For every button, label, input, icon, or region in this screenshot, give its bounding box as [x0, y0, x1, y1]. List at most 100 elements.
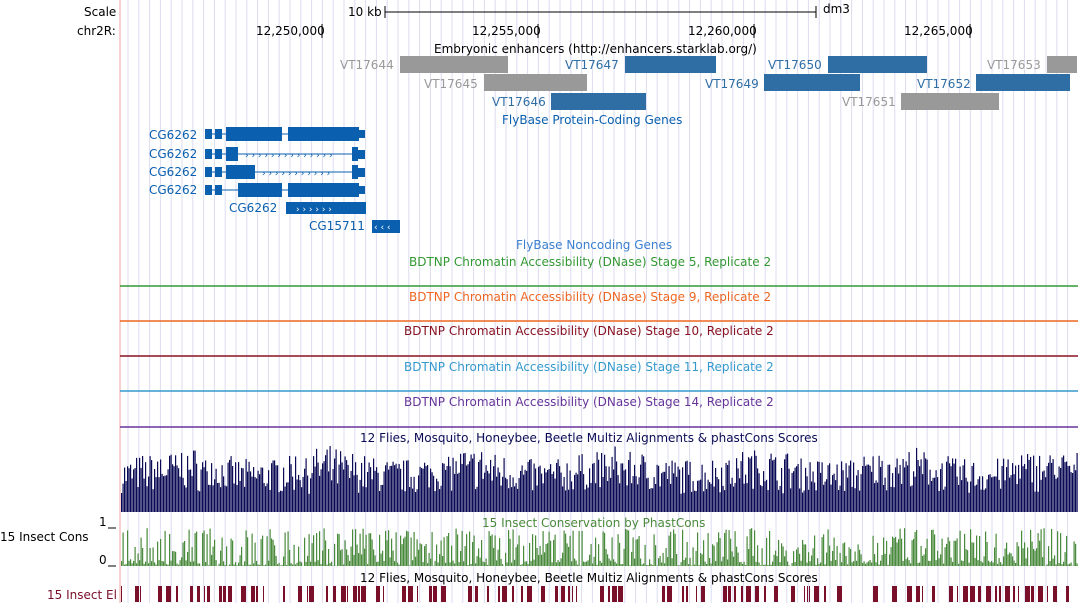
gene-model[interactable]: › › › › › ›: [286, 202, 366, 215]
enhancer-label[interactable]: VT17644: [340, 58, 394, 72]
multiz-bar: [1048, 462, 1050, 512]
track-title-dnase-stage10[interactable]: BDTNP Chromatin Accessibility (DNase) St…: [404, 324, 774, 338]
phastcons-bar: [850, 549, 852, 566]
multiz-bar: [461, 464, 463, 512]
track-title-enhancers[interactable]: Embryonic enhancers (http://enhancers.st…: [434, 42, 757, 56]
phastcons-bar: [473, 535, 475, 566]
phastcons-bar: [737, 552, 739, 566]
enhancer-label[interactable]: VT17645: [424, 77, 478, 91]
phastcons-bar: [223, 561, 225, 566]
track-title-elements[interactable]: 12 Flies, Mosquito, Honeybee, Beetle Mul…: [360, 571, 818, 585]
gene-label[interactable]: CG6262: [149, 165, 198, 179]
multiz-bar: [1066, 461, 1068, 512]
phastcons-bar: [323, 528, 325, 566]
phastcons-bar: [815, 564, 817, 566]
gene-label[interactable]: CG6262: [229, 201, 278, 215]
enhancer-label[interactable]: VT17652: [917, 77, 971, 91]
enhancer-feature[interactable]: [828, 56, 927, 73]
phastcons-bar: [494, 535, 496, 566]
multiz-bar: [647, 477, 649, 512]
phastcons-bar: [604, 532, 606, 566]
multiz-bar: [334, 458, 336, 512]
conserved-element: [572, 586, 573, 602]
gene-label[interactable]: CG6262: [149, 128, 198, 142]
phastcons-bar: [353, 554, 355, 566]
phastcons-bar: [923, 554, 925, 566]
enhancer-feature[interactable]: [764, 74, 860, 91]
multiz-bar: [680, 493, 682, 512]
multiz-bar: [139, 457, 141, 512]
enhancer-feature[interactable]: [625, 56, 716, 73]
phastcons-bar: [245, 530, 247, 566]
enhancer-label[interactable]: VT17650: [768, 58, 822, 72]
phastcons-bar: [832, 551, 834, 566]
phastcons-bar: [967, 550, 969, 566]
phastcons-bar: [454, 563, 456, 566]
gene-model[interactable]: › › › › › › › › › › ›: [205, 165, 365, 179]
enhancer-label[interactable]: VT17646: [492, 95, 546, 109]
multiz-bar: [856, 475, 858, 512]
multiz-bar: [775, 457, 777, 512]
multiz-bar: [151, 460, 153, 512]
gene-label[interactable]: CG6262: [149, 183, 198, 197]
gene-model[interactable]: [205, 127, 365, 141]
multiz-bar: [574, 474, 576, 512]
multiz-bar: [275, 465, 277, 512]
enhancer-label[interactable]: VT17653: [987, 58, 1041, 72]
enhancer-feature[interactable]: [400, 56, 508, 73]
phastcons-bar: [287, 531, 289, 566]
phastcons-bar: [299, 561, 301, 566]
track-title-dnase-stage9[interactable]: BDTNP Chromatin Accessibility (DNase) St…: [409, 290, 772, 304]
enhancer-feature[interactable]: [1047, 56, 1077, 73]
enhancer-feature[interactable]: [901, 93, 999, 110]
phastcons-bar: [655, 545, 657, 566]
multiz-bar: [563, 477, 565, 512]
enhancer-label[interactable]: VT17651: [842, 95, 896, 109]
enhancer-label[interactable]: VT17647: [565, 58, 619, 72]
gene-model[interactable]: [205, 183, 365, 197]
multiz-bar: [383, 471, 385, 512]
phastcons-bar: [668, 535, 670, 566]
track-title-genes[interactable]: FlyBase Protein-Coding Genes: [502, 113, 683, 127]
gene-label[interactable]: CG6262: [149, 147, 198, 161]
phastcons-bar: [691, 565, 693, 566]
scale-label: Scale: [84, 5, 117, 19]
multiz-bar: [367, 472, 369, 512]
phastcons-bar: [458, 562, 460, 566]
gene-model[interactable]: ‹ ‹ ‹: [372, 220, 400, 233]
phastcons-bar: [268, 560, 270, 566]
multiz-bar: [943, 489, 945, 512]
gene-label[interactable]: CG15711: [309, 219, 365, 233]
enhancer-feature[interactable]: [551, 93, 646, 110]
multiz-bar: [422, 468, 424, 512]
multiz-bar: [418, 475, 420, 512]
enhancer-feature[interactable]: [976, 74, 1070, 91]
track-title-phastcons[interactable]: 15 Insect Conservation by PhastCons: [482, 516, 706, 530]
phastcons-bar: [959, 530, 961, 566]
phastcons-bar: [548, 531, 550, 566]
multiz-bar: [584, 489, 586, 512]
assembly-label: dm3: [823, 2, 850, 16]
phastcons-bar: [905, 559, 907, 566]
track-title-dnase-stage5[interactable]: BDTNP Chromatin Accessibility (DNase) St…: [409, 255, 772, 269]
side-label-phastcons[interactable]: 15 Insect Cons: [0, 530, 89, 544]
phastcons-bar: [524, 561, 526, 566]
multiz-bar: [667, 479, 669, 512]
conserved-element: [741, 586, 743, 602]
conserved-element: [1005, 586, 1010, 602]
side-label-elements[interactable]: 15 Insect El: [47, 588, 117, 602]
gene-model[interactable]: › › › › › › › › › › › › › ›: [205, 147, 365, 161]
multiz-bar: [131, 478, 133, 512]
multiz-bar: [278, 492, 280, 512]
track-title-dnase-stage11[interactable]: BDTNP Chromatin Accessibility (DNase) St…: [404, 360, 774, 374]
multiz-bar: [847, 477, 849, 512]
phastcons-bar: [367, 564, 369, 566]
multiz-bar: [964, 459, 966, 512]
track-title-multiz[interactable]: 12 Flies, Mosquito, Honeybee, Beetle Mul…: [360, 431, 818, 445]
enhancer-label[interactable]: VT17649: [705, 77, 759, 91]
track-title-noncoding[interactable]: FlyBase Noncoding Genes: [516, 238, 673, 252]
phastcons-bar: [206, 534, 208, 566]
track-title-dnase-stage14[interactable]: BDTNP Chromatin Accessibility (DNase) St…: [404, 395, 774, 409]
enhancer-feature[interactable]: [484, 74, 587, 91]
multiz-bar: [253, 467, 255, 512]
